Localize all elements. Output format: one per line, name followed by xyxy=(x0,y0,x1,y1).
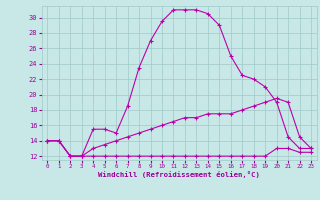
X-axis label: Windchill (Refroidissement éolien,°C): Windchill (Refroidissement éolien,°C) xyxy=(98,171,260,178)
